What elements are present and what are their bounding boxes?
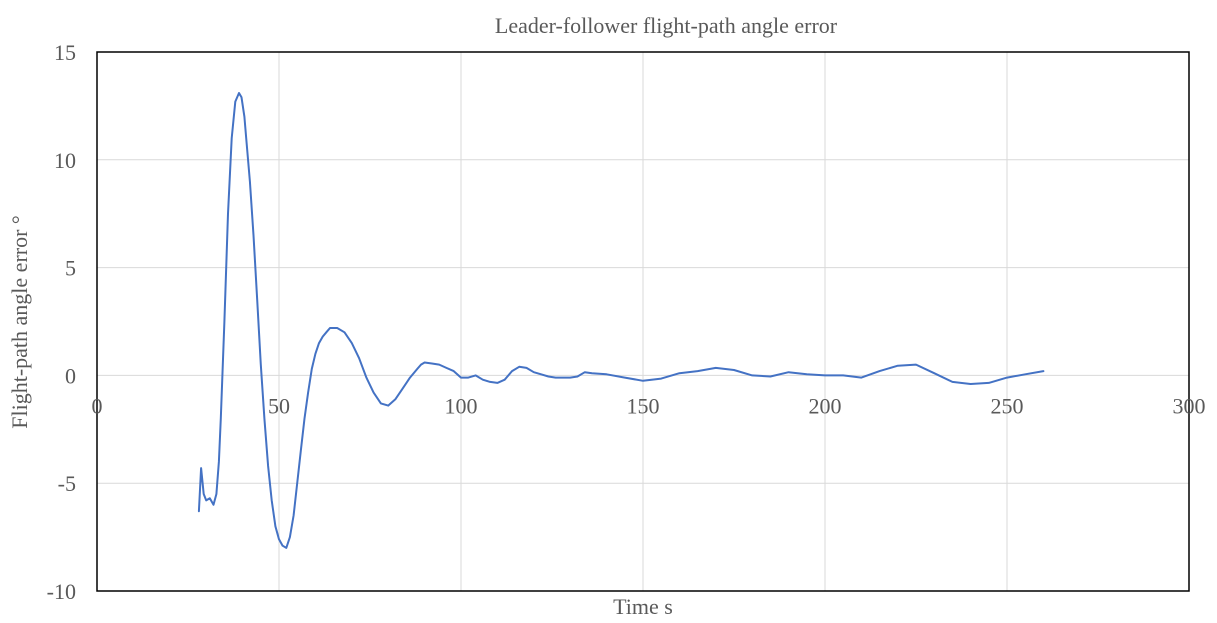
- y-tick-label: 10: [54, 148, 76, 173]
- x-tick-label: 300: [1173, 393, 1206, 418]
- x-tick-label: 100: [445, 393, 478, 418]
- y-axis-label: Flight-path angle error °: [7, 215, 32, 428]
- y-tick-label: 0: [65, 363, 76, 388]
- x-tick-label: 250: [991, 393, 1024, 418]
- series-line: [197, 92, 1045, 549]
- y-tick-label: 5: [65, 256, 76, 281]
- x-tick-label: 50: [268, 393, 290, 418]
- plot-area-frame: [96, 51, 1190, 592]
- x-axis-label: Time s: [613, 594, 673, 619]
- x-tick-label: 200: [809, 393, 842, 418]
- x-tick-labels: 0 50 100 150 200 250 300: [92, 393, 1206, 418]
- y-tick-label: -10: [47, 579, 76, 604]
- x-tick-label: 0: [92, 393, 103, 418]
- chart-title: Leader-follower flight-path angle error: [495, 13, 838, 38]
- gridlines: [97, 52, 1189, 591]
- y-tick-labels: -10 -5 0 5 10 15: [47, 40, 76, 604]
- y-tick-label: -5: [58, 471, 76, 496]
- x-tick-label: 150: [627, 393, 660, 418]
- y-tick-label: 15: [54, 40, 76, 65]
